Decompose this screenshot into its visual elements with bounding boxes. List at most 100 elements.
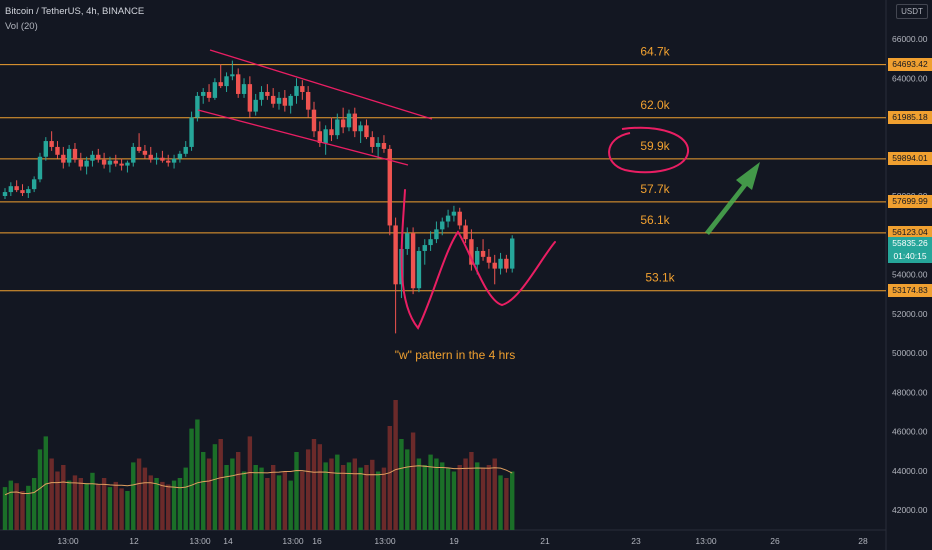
volume-bar bbox=[428, 454, 433, 530]
candle-body bbox=[317, 131, 323, 144]
y-tick-label: 48000.00 bbox=[892, 387, 928, 397]
x-tick-label: 13:00 bbox=[282, 536, 304, 546]
candle-body bbox=[329, 129, 334, 136]
candle-body bbox=[387, 148, 392, 226]
volume-bar bbox=[43, 436, 49, 530]
candle-body bbox=[90, 154, 95, 161]
volume-bar bbox=[84, 483, 89, 530]
level-label: 53.1k bbox=[645, 271, 675, 285]
volume-bar bbox=[183, 467, 188, 530]
candle-body bbox=[2, 192, 8, 196]
candle-body bbox=[78, 159, 83, 167]
volume-bar bbox=[189, 428, 194, 530]
candle-body bbox=[37, 156, 43, 180]
candle-body bbox=[61, 154, 66, 163]
volume-bar bbox=[119, 488, 124, 530]
volume-bar bbox=[387, 426, 392, 530]
volume-bar bbox=[37, 449, 43, 530]
y-tick-label: 66000.00 bbox=[892, 34, 928, 44]
candle-body bbox=[230, 74, 235, 77]
candle-body bbox=[107, 160, 113, 165]
candle-body bbox=[311, 109, 317, 132]
candle-body bbox=[131, 146, 136, 163]
volume-bar bbox=[486, 465, 492, 530]
candle-body bbox=[405, 233, 410, 249]
volume-bar bbox=[434, 458, 439, 530]
volume-bar bbox=[510, 471, 515, 530]
volume-bar bbox=[463, 458, 468, 530]
volume-bar bbox=[335, 454, 340, 530]
candle-body bbox=[136, 146, 142, 151]
candle-body bbox=[288, 95, 293, 106]
volume-bar bbox=[259, 467, 264, 530]
volume-bar bbox=[212, 444, 218, 530]
x-tick-label: 13:00 bbox=[57, 536, 79, 546]
volume-bar bbox=[370, 459, 375, 530]
x-tick-label: 16 bbox=[312, 536, 322, 546]
candle-body bbox=[428, 239, 433, 246]
candle-body bbox=[26, 189, 31, 194]
volume-bar bbox=[422, 465, 427, 530]
volume-bar bbox=[381, 467, 387, 530]
x-tick-label: 19 bbox=[449, 536, 459, 546]
volume-bar bbox=[270, 465, 276, 530]
last-price-tag: 55835.26 bbox=[888, 236, 932, 250]
candle-body bbox=[253, 99, 258, 112]
volume-bar bbox=[504, 478, 509, 530]
level-price-tag: 57699.99 bbox=[888, 195, 932, 209]
chart-legend: Bitcoin / TetherUS, 4h, BINANCE Vol (20) bbox=[5, 4, 144, 34]
volume-bar bbox=[8, 480, 14, 530]
volume-bar bbox=[166, 484, 171, 530]
candle-body bbox=[422, 245, 427, 251]
candle-body bbox=[119, 163, 124, 166]
candle-body bbox=[416, 250, 422, 289]
volume-bar bbox=[399, 439, 404, 530]
volume-bar bbox=[247, 436, 253, 530]
candle-body bbox=[55, 146, 60, 155]
x-tick-label: 26 bbox=[770, 536, 780, 546]
volume-bar bbox=[416, 458, 422, 530]
volume-bar bbox=[236, 452, 241, 530]
candle-body bbox=[475, 250, 480, 265]
volume-bar bbox=[31, 478, 37, 530]
volume-bar bbox=[107, 487, 113, 530]
level-price-tag: 64693.42 bbox=[888, 58, 932, 72]
x-tick-label: 23 bbox=[631, 536, 641, 546]
candle-countdown-tag: 01:40:15 bbox=[888, 249, 932, 263]
volume-bar bbox=[55, 471, 60, 530]
candle-body bbox=[375, 143, 381, 147]
candle-body bbox=[276, 97, 282, 104]
level-price-tag: 59894.01 bbox=[888, 152, 932, 166]
volume-bar bbox=[475, 462, 480, 530]
candle-body bbox=[270, 95, 276, 104]
candle-body bbox=[201, 91, 206, 96]
candle-body bbox=[259, 91, 264, 100]
volume-indicator-label: Vol (20) bbox=[5, 21, 38, 32]
candle-body bbox=[113, 160, 118, 164]
candle-body bbox=[440, 221, 445, 230]
candle-body bbox=[393, 225, 398, 285]
volume-bar bbox=[300, 471, 305, 530]
volume-bar bbox=[230, 458, 235, 530]
volume-bar bbox=[136, 458, 142, 530]
candle-body bbox=[14, 186, 19, 191]
x-tick-label: 28 bbox=[858, 536, 868, 546]
candle-body bbox=[335, 119, 340, 136]
candle-body bbox=[457, 211, 462, 226]
volume-bar bbox=[457, 465, 462, 530]
candle-body bbox=[294, 86, 299, 96]
volume-bar bbox=[445, 467, 451, 530]
y-tick-label: 42000.00 bbox=[892, 505, 928, 515]
candle-body bbox=[31, 179, 37, 190]
candle-body bbox=[49, 141, 54, 147]
currency-badge[interactable]: USDT bbox=[896, 4, 928, 19]
level-label: 64.7k bbox=[640, 45, 670, 59]
candle-body bbox=[148, 154, 153, 160]
volume-bar bbox=[265, 478, 270, 530]
volume-bar bbox=[241, 471, 247, 530]
y-tick-label: 46000.00 bbox=[892, 427, 928, 437]
volume-bar bbox=[346, 462, 352, 530]
volume-bar bbox=[78, 478, 83, 530]
candle-body bbox=[305, 91, 311, 110]
